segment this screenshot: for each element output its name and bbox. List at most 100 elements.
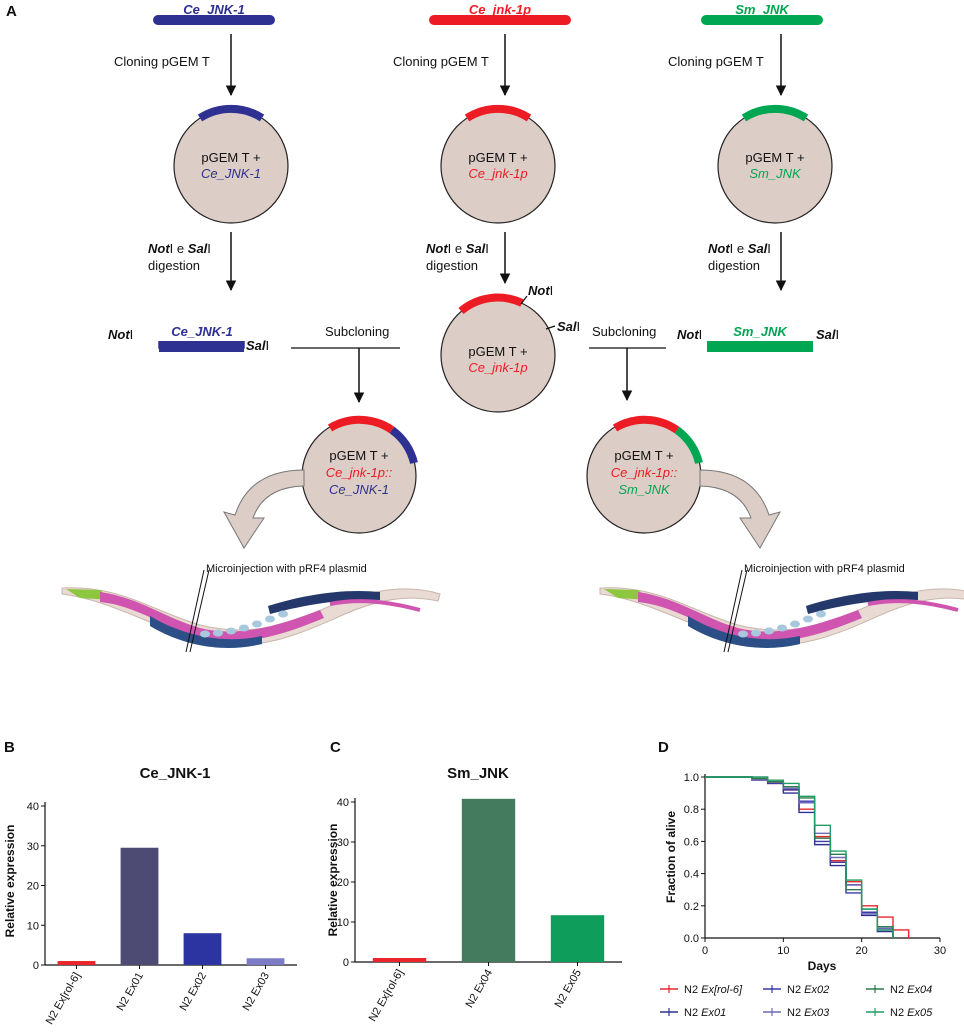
plasmid-ce-jnk-1-prefix: pGEM T + [201, 150, 260, 165]
chart-b-ytick-label: 0 [33, 960, 39, 972]
chart-d-legend-label: N2 Ex[rol-6] [684, 984, 743, 996]
gene-ce-jnk-1p-label: Ce_jnk-1p [469, 2, 531, 17]
plasmid-fusion-right-prefix: pGEM T + [614, 448, 673, 463]
subcloning-label-left: Subcloning [325, 324, 389, 339]
plasmid-ce-jnk-1-insert: Ce_JNK-1 [201, 166, 261, 181]
cloning-label-mid: Cloning pGEM T [393, 54, 489, 69]
svg-text:digestion: digestion [148, 258, 200, 273]
svg-text:NotI e SalI: NotI e SalI [426, 241, 489, 256]
svg-text:NotI e SalI: NotI e SalI [148, 241, 211, 256]
digestion-label-mid: NotI e SalI digestion [426, 241, 489, 273]
plasmid-fusion-left-promoter: Ce_jnk-1p:: [326, 465, 393, 480]
chart-d-lines [705, 776, 910, 938]
plasmid-fusion-ce-jnk-1: pGEM T + Ce_jnk-1p:: Ce_JNK-1 [301, 415, 418, 534]
plasmid-fusion-sm-jnk: pGEM T + Ce_jnk-1p:: Sm_JNK [586, 415, 703, 534]
panel-c: C Sm_JNK Relative expression 0 10 20 30 40 N2… [326, 739, 622, 1024]
chart-c-xtick-label: N2 Ex05 [553, 968, 584, 1011]
cloning-label-right: Cloning pGEM T [668, 54, 764, 69]
chart-c-xtick-label: N2 Ex04 [464, 968, 495, 1011]
plasmid-fusion-left-prefix: pGEM T + [329, 448, 388, 463]
chart-b-xtick-label: N2 Ex[rol-6] [44, 971, 83, 1027]
chart-b-xtick-label: N2 Ex02 [178, 971, 209, 1014]
subcloning-label-right: Subcloning [592, 324, 656, 339]
chart-b-xtick-label: N2 Ex01 [115, 971, 146, 1014]
chart-b-bar [57, 961, 96, 965]
chart-d-ylabel: Fraction of alive [664, 811, 678, 903]
chart-d-xtick-label: 20 [856, 945, 868, 957]
worm-right [599, 569, 964, 653]
chart-d-xlabel: Days [808, 959, 837, 973]
chart-c-bar [461, 798, 516, 962]
chart-b-bar [120, 847, 159, 965]
chart-c-bar [372, 958, 427, 962]
plasmid-ce-jnk-1p-digested-prefix: pGEM T + [468, 344, 527, 359]
chart-d-ytick-label: 0.6 [684, 836, 699, 848]
panel-d-label: D [658, 739, 669, 756]
chart-d-series-line [705, 776, 894, 938]
gene-ce-jnk-1: Ce_JNK-1 [153, 2, 275, 25]
plasmid-fusion-right-gene: Sm_JNK [618, 482, 671, 497]
chart-b-axes: 0 10 20 30 40 N2 Ex[rol-6] N2 Ex01 N2 Ex02 N2 Ex… [27, 801, 297, 1027]
arrow-to-worm-left [222, 469, 305, 549]
panel-b-label: B [4, 739, 15, 756]
panel-b: B Ce_JNK-1 Relative expression 0 10 20 30 40… [3, 739, 297, 1027]
chart-d-ytick-label: 0.4 [684, 869, 699, 881]
microinjection-label-left: Microinjection with pRF4 plasmid [206, 563, 367, 575]
chart-c-ytick-label: 40 [337, 797, 349, 809]
chart-d-ytick-label: 0.2 [684, 901, 699, 913]
gene-sm-jnk: Sm_JNK [701, 2, 823, 25]
panel-c-label: C [330, 739, 341, 756]
chart-b-bar [246, 958, 285, 965]
fragment-sm-jnk: NotI Sm_JNK SalI [677, 324, 839, 352]
site-noti-right: NotI [677, 327, 702, 342]
chart-d-series-line [705, 776, 894, 938]
plasmid-fusion-left-gene: Ce_JNK-1 [329, 482, 389, 497]
chart-b-ytick-label: 40 [27, 801, 39, 813]
cloning-label-left: Cloning pGEM T [114, 54, 210, 69]
chart-b-ytick-label: 30 [27, 841, 39, 853]
plasmid-ce-jnk-1p-digested-insert: Ce_jnk-1p [468, 360, 527, 375]
fragment-sm-jnk-label: Sm_JNK [733, 324, 788, 339]
chart-d-ytick-label: 1.0 [684, 772, 699, 784]
chart-d-legend-label: N2 Ex03 [787, 1007, 830, 1019]
chart-c-ytick-label: 30 [337, 837, 349, 849]
chart-d-axes: 0.0 0.2 0.4 0.6 0.8 1.0 0 10 20 30 [684, 772, 946, 957]
gene-sm-jnk-label: Sm_JNK [735, 2, 790, 17]
chart-d-legend-label: N2 Ex04 [890, 984, 932, 996]
chart-d-ytick-label: 0.0 [684, 933, 699, 945]
chart-d-legend-label: N2 Ex01 [684, 1007, 726, 1019]
chart-c-bars [372, 798, 605, 962]
plasmid-ce-jnk-1p-prefix: pGEM T + [468, 150, 527, 165]
fragment-ce-jnk-1-label: Ce_JNK-1 [171, 324, 232, 339]
site-noti-mid: NotI [528, 283, 553, 298]
panel-a-label: A [6, 3, 17, 20]
site-sali-right: SalI [816, 327, 839, 342]
plasmid-sm-jnk-insert: Sm_JNK [749, 166, 802, 181]
chart-b-ytick-label: 10 [27, 920, 39, 932]
chart-b-xtick-label: N2 Ex03 [241, 971, 272, 1014]
digestion-label-left: NotI e SalI digestion [148, 241, 211, 273]
chart-b-title: Ce_JNK-1 [140, 765, 211, 782]
plasmid-sm-jnk: pGEM T + Sm_JNK [717, 104, 833, 224]
site-sali-mid: SalI [557, 319, 580, 334]
panel-a: A Ce_JNK-1 Ce_jnk-1p Sm_JNK Cloning pGEM… [6, 2, 964, 653]
chart-c-title: Sm_JNK [447, 765, 509, 782]
chart-d-legend-label: N2 Ex02 [787, 984, 829, 996]
gene-ce-jnk-1-label: Ce_JNK-1 [183, 2, 244, 17]
plasmid-ce-jnk-1p: pGEM T + Ce_jnk-1p [440, 104, 556, 224]
chart-d-ytick-label: 0.8 [684, 804, 699, 816]
site-sali-left: SalI [246, 338, 269, 353]
chart-b-bar [183, 933, 222, 965]
chart-c-ylabel: Relative expression [326, 824, 340, 937]
chart-b-ylabel: Relative expression [3, 825, 17, 938]
plasmid-ce-jnk-1p-digested: NotI SalI pGEM T + Ce_jnk-1p [440, 283, 580, 413]
panel-d: D Fraction of alive Days 0.0 0.2 0.4 0.6 0.8… [658, 739, 946, 1019]
chart-d-xtick-label: 30 [934, 945, 946, 957]
chart-d-xtick-label: 10 [777, 945, 789, 957]
arrow-to-worm-right [699, 469, 782, 549]
plasmid-ce-jnk-1p-insert: Ce_jnk-1p [468, 166, 527, 181]
svg-text:NotI e SalI: NotI e SalI [708, 241, 771, 256]
chart-c-bar [550, 915, 605, 962]
chart-d-xtick-label: 0 [702, 945, 708, 957]
